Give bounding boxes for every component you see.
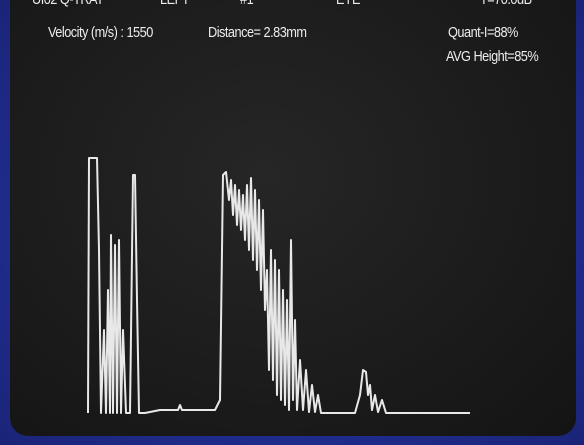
screen: UI02 Q-TRAT LEFT #1 EYE T=70.0dB Velocit… — [10, 0, 576, 436]
waveform-canvas — [10, 0, 576, 436]
a-scan-waveform — [88, 158, 470, 413]
monitor-frame: UI02 Q-TRAT LEFT #1 EYE T=70.0dB Velocit… — [0, 0, 584, 445]
